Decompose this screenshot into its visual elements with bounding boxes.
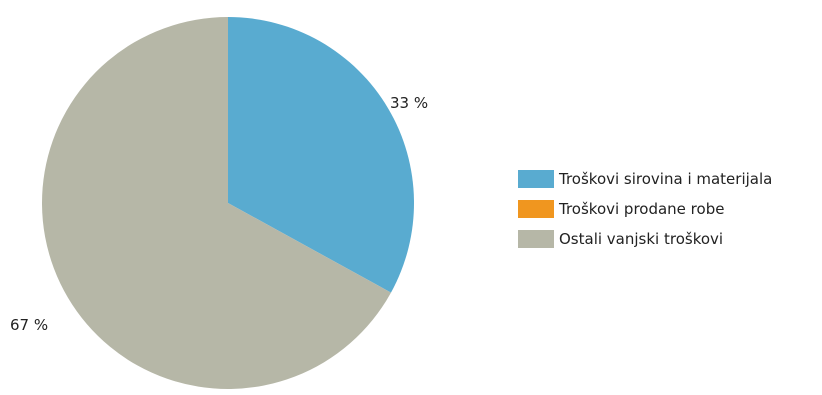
pie-slices: [41, 17, 414, 390]
legend-label-troskovi-sirovina: Troškovi sirovina i materijala: [559, 170, 773, 188]
legend-swatch-troskovi-sirovina: [518, 170, 554, 188]
legend-swatch-troskovi-prodane-robe: [518, 200, 554, 218]
pie-slice-ostali-vanjski: [41, 17, 391, 390]
data-label-troskovi-sirovina: 33 %: [390, 94, 428, 112]
legend-item-troskovi-prodane-robe: Troškovi prodane robe: [518, 194, 772, 224]
legend-label-troskovi-prodane-robe: Troškovi prodane robe: [559, 200, 725, 218]
legend-label-ostali-vanjski: Ostali vanjski troškovi: [559, 230, 724, 248]
data-label-ostali-vanjski: 67 %: [10, 316, 48, 334]
legend-swatch-ostali-vanjski: [518, 230, 554, 248]
legend-item-troskovi-sirovina: Troškovi sirovina i materijala: [518, 164, 772, 194]
legend: Troškovi sirovina i materijala Troškovi …: [518, 164, 772, 254]
pie-slice-troskovi-sirovina: [228, 17, 414, 293]
legend-item-ostali-vanjski: Ostali vanjski troškovi: [518, 224, 772, 254]
